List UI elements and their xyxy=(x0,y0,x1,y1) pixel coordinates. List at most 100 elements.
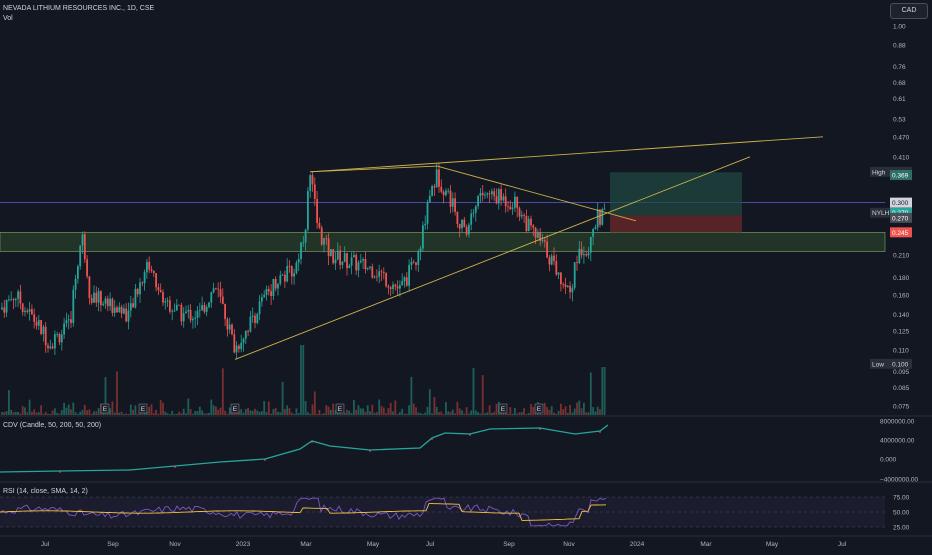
time-axis-label: Sep xyxy=(107,541,119,548)
time-axis-label: Nov xyxy=(169,541,181,548)
candle-body xyxy=(162,291,164,303)
earnings-marker-label: E xyxy=(338,406,343,413)
volume-bar xyxy=(405,413,408,415)
time-axis-label: Mar xyxy=(300,541,312,548)
candle-body xyxy=(451,198,454,207)
time-axis-label: May xyxy=(367,541,380,548)
candle-body xyxy=(242,338,245,343)
volume-bar xyxy=(424,412,427,415)
candle-body xyxy=(435,169,438,188)
candle-body xyxy=(380,271,383,273)
volume-bar xyxy=(272,409,275,415)
candle-body xyxy=(139,282,141,295)
price-tag-bg xyxy=(890,197,912,208)
candle-body xyxy=(364,258,367,270)
candle-body xyxy=(58,334,61,343)
candle-body xyxy=(265,289,268,295)
candle-body xyxy=(1,307,3,310)
volume-bar xyxy=(566,412,569,415)
price-axis-label: 1.00 xyxy=(893,24,906,31)
volume-bar xyxy=(263,401,266,415)
volume-bar xyxy=(116,371,118,415)
candle-body xyxy=(74,278,77,290)
volume-bar xyxy=(583,402,585,415)
candle-body xyxy=(543,240,546,242)
volume-bar xyxy=(171,410,174,415)
candle-body xyxy=(426,202,429,224)
volume-bar xyxy=(221,368,224,415)
candle-body xyxy=(208,302,210,308)
candle-body xyxy=(555,260,558,275)
volume-bar xyxy=(369,411,371,415)
price-tag-bg xyxy=(890,212,912,223)
volume-bar xyxy=(24,407,26,415)
volume-bar xyxy=(83,404,86,415)
candle-body xyxy=(580,248,583,256)
candle-body xyxy=(244,331,247,339)
volume-bar xyxy=(127,413,130,415)
volume-bar xyxy=(125,413,128,415)
volume-bar xyxy=(194,411,197,415)
volume-bar xyxy=(507,413,509,415)
volume-bar xyxy=(585,412,588,415)
earnings-marker xyxy=(100,403,110,414)
cdv-dot xyxy=(311,441,313,443)
cdv-title: CDV (Candle, 50, 200, 50, 200) xyxy=(3,422,102,429)
candle-body xyxy=(300,242,302,260)
candle-body xyxy=(366,267,369,270)
volume-bar xyxy=(440,411,443,415)
volume-bar xyxy=(550,406,553,415)
volume-bar xyxy=(297,412,300,415)
stop-box xyxy=(610,215,742,233)
candle-body xyxy=(592,229,594,237)
candle-body xyxy=(143,272,146,284)
candle-body xyxy=(470,213,473,225)
volume-bar xyxy=(251,410,254,415)
candle-body xyxy=(267,289,270,292)
volume-bar xyxy=(435,406,438,415)
candle-body xyxy=(500,189,502,201)
candle-body xyxy=(81,234,84,246)
volume-bar xyxy=(286,405,289,415)
volume-bar xyxy=(201,410,203,415)
volume-bar xyxy=(134,405,137,415)
volume-bar xyxy=(353,400,355,415)
cdv-dot xyxy=(431,438,433,440)
earnings-marker xyxy=(534,403,544,414)
volume-bar xyxy=(226,413,229,415)
candle-body xyxy=(293,273,295,277)
volume-bar xyxy=(548,410,551,415)
volume-bar xyxy=(104,377,107,415)
volume-bar xyxy=(415,407,417,415)
volume-bar xyxy=(560,403,562,415)
volume-bar xyxy=(543,402,546,415)
candle-body xyxy=(573,262,576,288)
candle-body xyxy=(120,306,123,314)
volume-bar xyxy=(215,406,217,415)
volume-bar xyxy=(51,410,54,415)
candle-body xyxy=(527,218,530,232)
volume-bar xyxy=(256,410,259,415)
volume-bar xyxy=(578,400,581,415)
volume-bar xyxy=(557,410,560,415)
candle-body xyxy=(392,284,394,289)
price-axis-label: 0.76 xyxy=(893,64,906,71)
volume-bar xyxy=(58,413,61,415)
candle-body xyxy=(109,298,111,307)
candle-body xyxy=(557,272,560,275)
price-axis-label: 0.075 xyxy=(893,404,910,411)
price-axis-label: 0.125 xyxy=(893,329,910,336)
candle-body xyxy=(419,248,422,252)
volume-bar xyxy=(113,412,116,415)
candle-body xyxy=(599,209,601,225)
candle-body xyxy=(603,208,606,210)
candle-body xyxy=(546,241,548,258)
volume-bar xyxy=(277,411,279,415)
volume-bar xyxy=(302,345,305,415)
volume-bar xyxy=(364,411,367,415)
currency-button[interactable]: CAD xyxy=(890,3,928,19)
volume-bar xyxy=(159,400,162,415)
volume-bar xyxy=(3,411,6,415)
